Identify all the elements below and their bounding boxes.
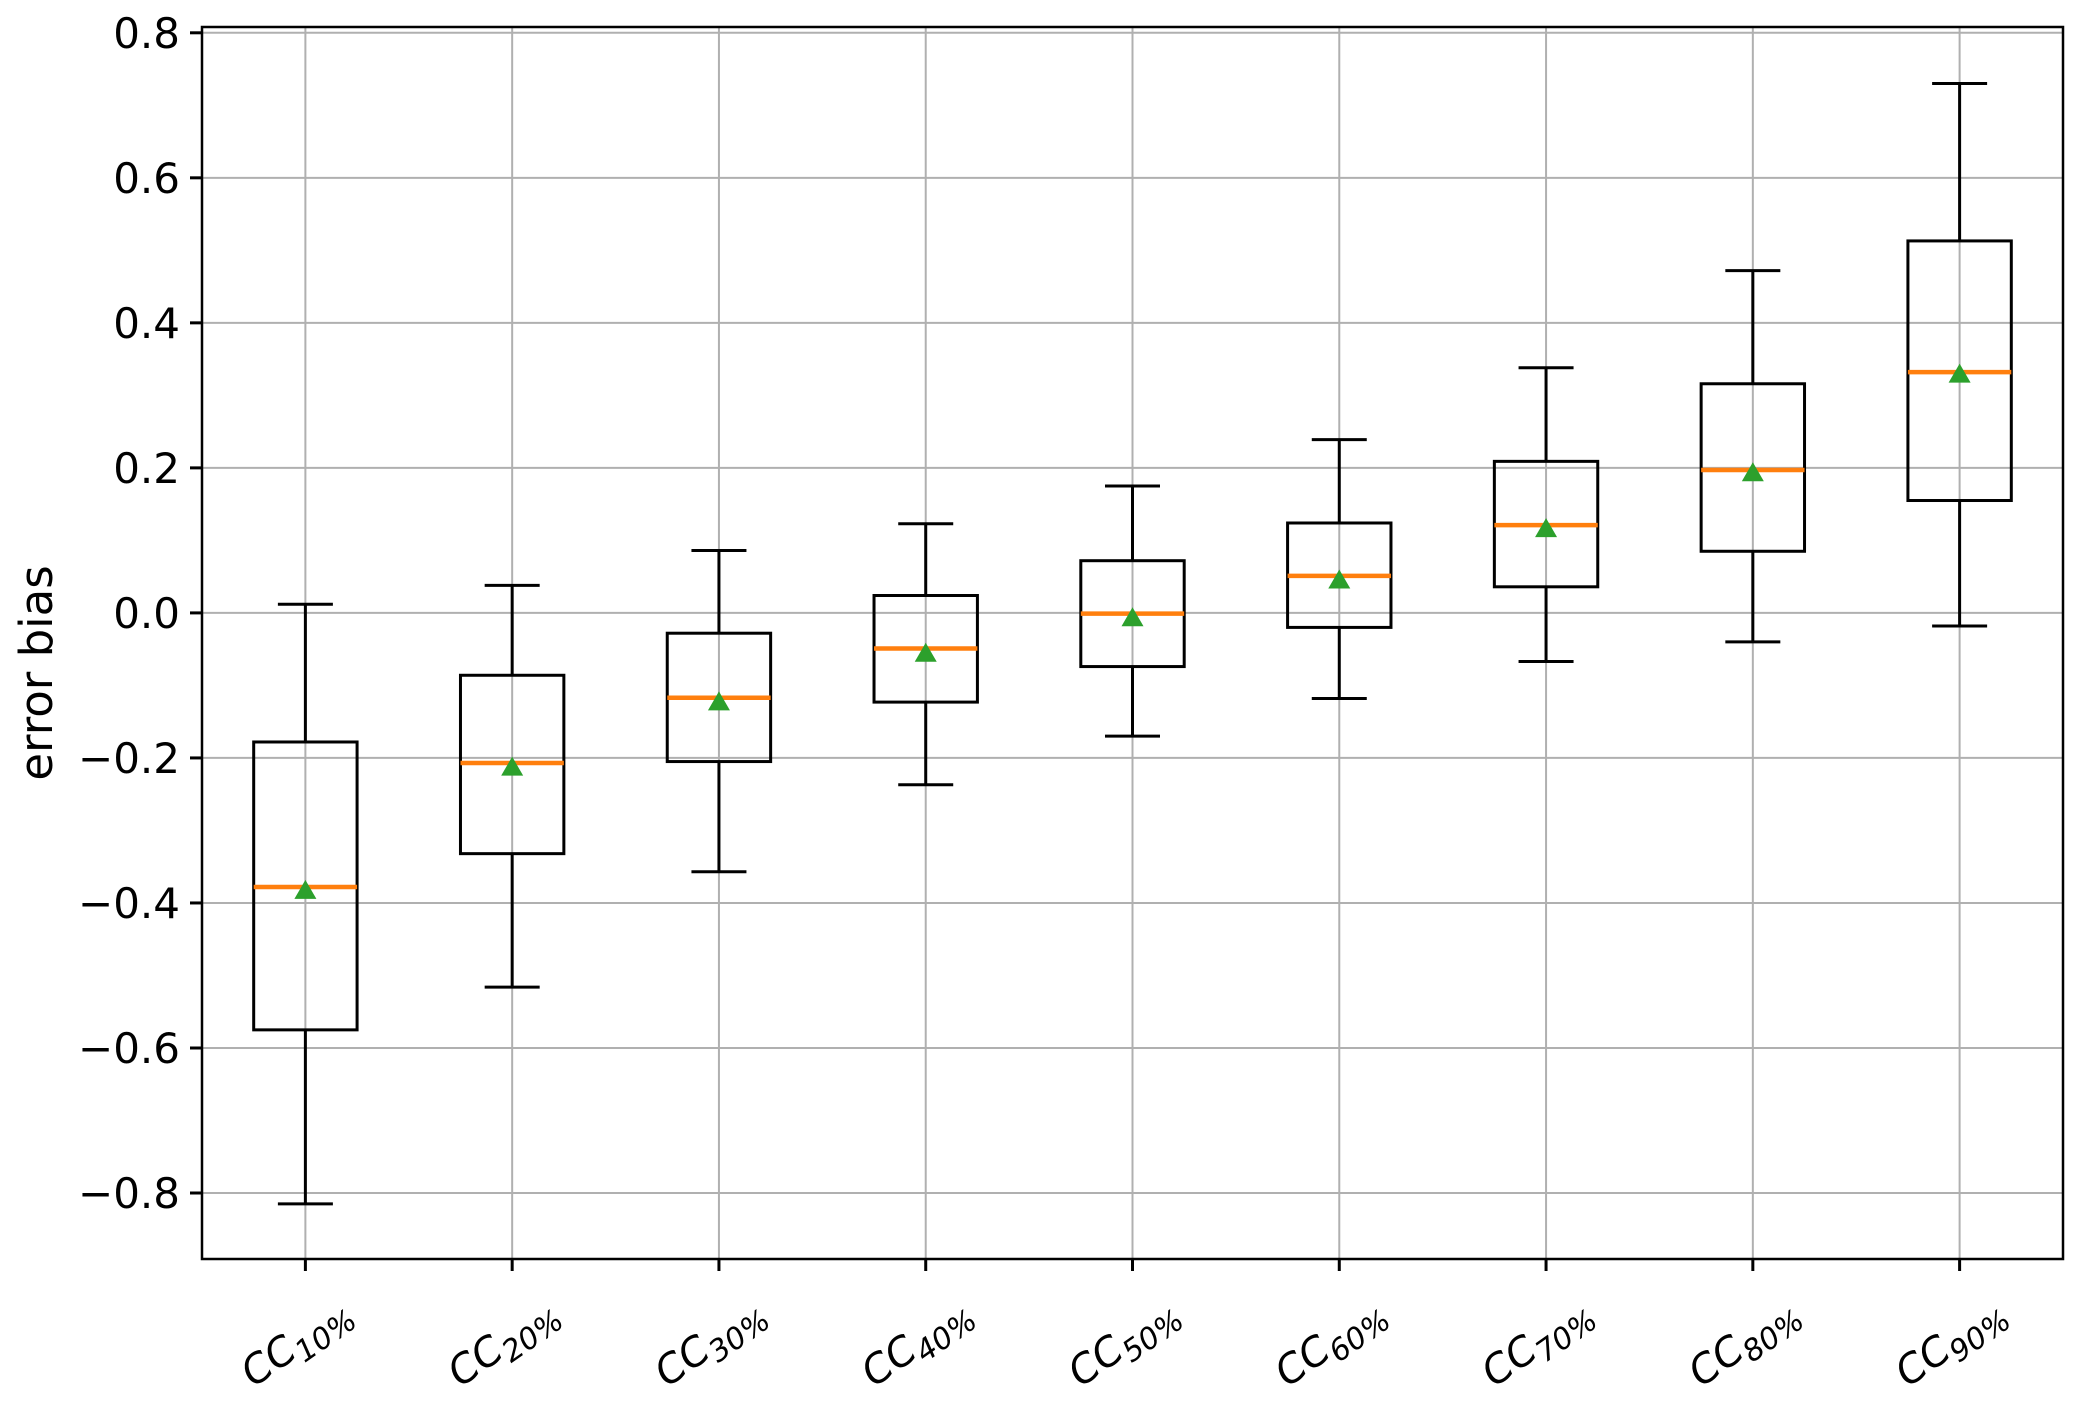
- y-tick-label: 0.0: [113, 589, 180, 638]
- box-group: [252, 602, 359, 1206]
- box-group: [1492, 366, 1600, 663]
- mean-marker-icon: [1328, 569, 1351, 589]
- box-group: [665, 549, 773, 874]
- mean-marker-icon: [914, 642, 937, 662]
- y-tick-label: 0.8: [113, 9, 180, 58]
- mean-marker-icon: [707, 691, 730, 711]
- mean-marker-icon: [1535, 518, 1558, 538]
- y-tick-label: 0.2: [113, 444, 180, 493]
- mean-marker-icon: [501, 756, 524, 776]
- y-tick-label: 0.6: [113, 154, 180, 203]
- iqr-box: [1699, 382, 1807, 553]
- box-group: [1906, 82, 2013, 628]
- y-axis-label: error bias: [10, 565, 63, 780]
- x-tick-label: CC60%: [1267, 1288, 1398, 1402]
- y-tick-label: −0.2: [78, 734, 180, 783]
- box-group: [1079, 484, 1186, 738]
- mean-marker-icon: [1741, 462, 1764, 482]
- mean-marker-icon: [1121, 607, 1144, 627]
- y-tick-label: −0.8: [78, 1169, 180, 1218]
- x-tick-label: CC10%: [233, 1288, 364, 1402]
- x-tick-label: CC80%: [1680, 1288, 1811, 1402]
- x-tick-label: CC50%: [1060, 1288, 1191, 1402]
- x-tick-label: CC90%: [1887, 1288, 2018, 1402]
- boxes-layer: [252, 82, 2013, 1206]
- box-group: [458, 583, 566, 989]
- y-tick-label: 0.4: [113, 299, 180, 348]
- x-tick-label: CC30%: [646, 1288, 777, 1402]
- y-tick-label: −0.6: [78, 1024, 180, 1073]
- grid-layer: [202, 27, 2063, 1259]
- mean-marker-icon: [294, 879, 317, 899]
- box-group: [1699, 269, 1807, 644]
- x-tick-label: CC40%: [853, 1288, 984, 1402]
- y-tick-label: −0.4: [78, 879, 180, 928]
- mean-marker-icon: [1948, 363, 1971, 383]
- box-group: [872, 522, 979, 787]
- x-tick-label: CC20%: [440, 1288, 571, 1402]
- x-tick-label: CC70%: [1473, 1288, 1604, 1402]
- box-group: [1286, 438, 1393, 700]
